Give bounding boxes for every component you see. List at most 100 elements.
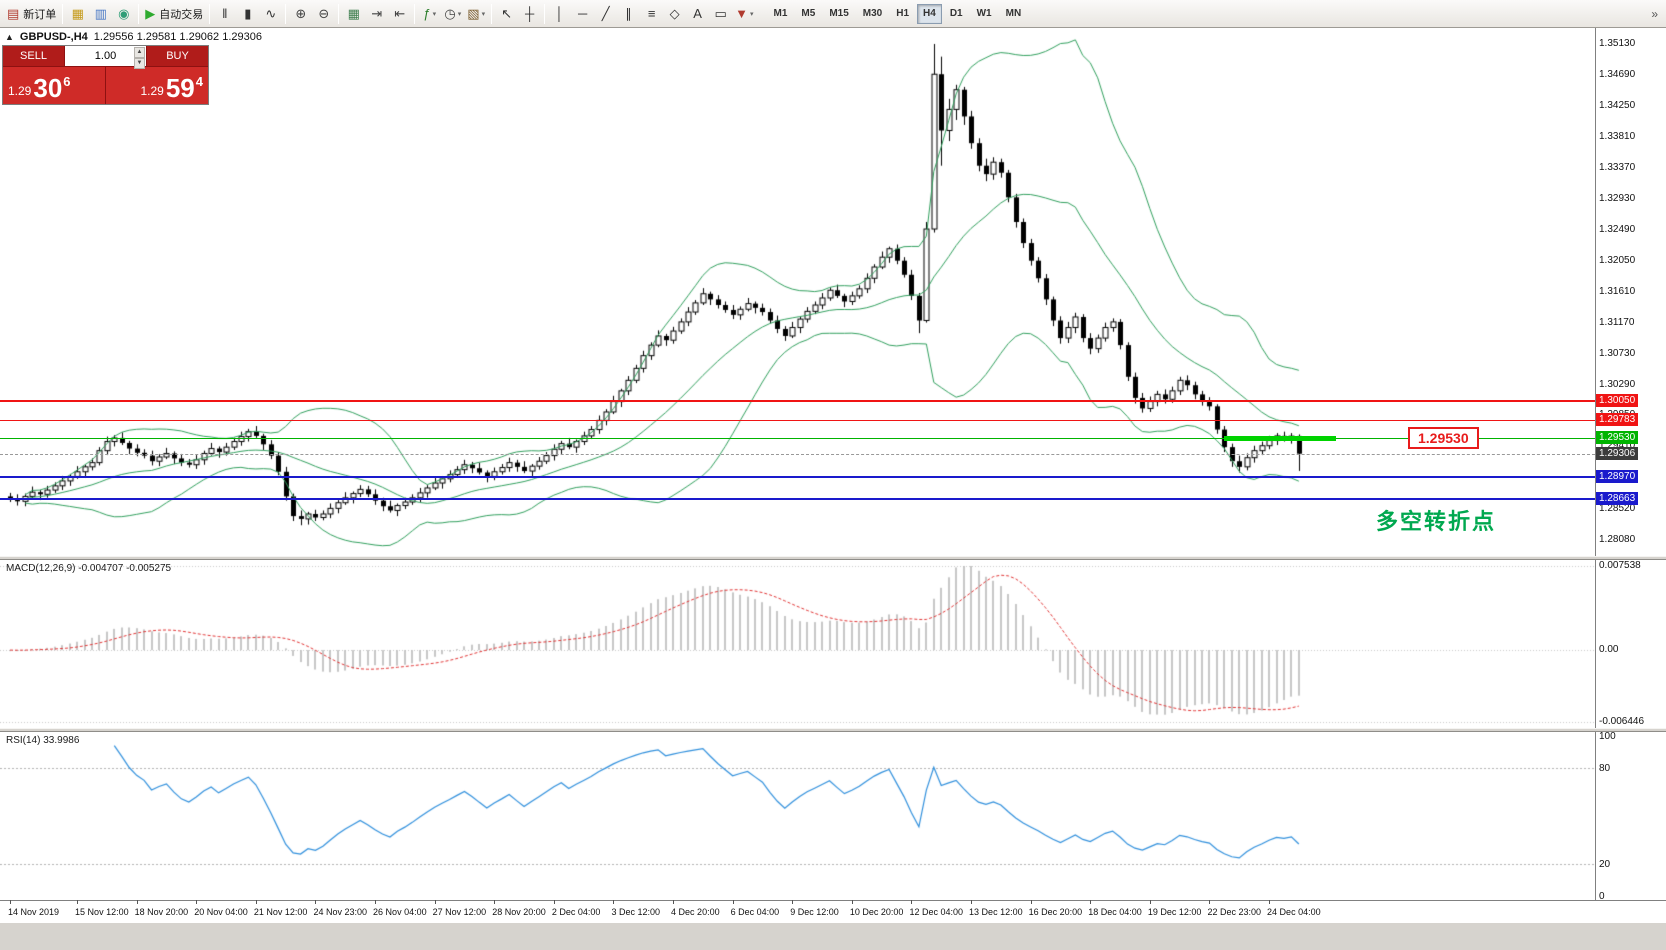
chart-ohlc-values: 1.29556 1.29581 1.29062 1.29306 xyxy=(93,31,262,43)
horizontal-line-object[interactable] xyxy=(0,400,1595,403)
indicators-icon[interactable]: ƒ ▾ xyxy=(418,3,441,25)
profiles-icon[interactable]: ▥ xyxy=(89,3,112,25)
shapes-icon: ◇ xyxy=(669,6,680,21)
macd-axis-label: -0.006446 xyxy=(1599,716,1645,727)
ask-big-digits: 59 xyxy=(165,73,195,103)
time-axis-label: 2 Dec 04:00 xyxy=(551,907,601,917)
fibonacci-icon[interactable]: ≡ xyxy=(640,3,663,25)
toolbar-separator xyxy=(62,3,64,24)
timeframe-button-M1[interactable]: M1 xyxy=(773,8,788,19)
timeframe-button-M15[interactable]: M15 xyxy=(829,8,849,19)
horizontal-line-object[interactable] xyxy=(0,476,1595,479)
price-axis[interactable] xyxy=(1595,28,1666,900)
timeframe-button-D1[interactable]: D1 xyxy=(949,8,963,19)
timeframe-button-M5[interactable]: M5 xyxy=(801,8,816,19)
templates-icon[interactable]: ▧ ▾ xyxy=(464,3,488,25)
buy-button[interactable]: BUY xyxy=(146,46,208,66)
rsi-axis-label: 0 xyxy=(1599,891,1605,902)
arrows-icon: ▼ xyxy=(735,6,748,21)
price-line-label: 1.29783 xyxy=(1596,413,1639,427)
autotrading-icon: ▶ xyxy=(145,6,156,21)
volume-input[interactable]: 1.00 ▲ ▼ xyxy=(65,46,146,69)
zoom-out-icon[interactable]: ⊖ xyxy=(312,3,335,25)
turning-point-annotation[interactable]: 多空转折点 xyxy=(1376,509,1497,534)
shapes-icon[interactable]: ◇ xyxy=(663,3,686,25)
chevron-down-icon: ▾ xyxy=(749,10,754,18)
new-order-button[interactable]: ▤ 新订单 xyxy=(4,3,59,25)
channel-icon[interactable]: ∥ xyxy=(617,3,640,25)
arrows-icon[interactable]: ▼ ▾ xyxy=(732,3,756,25)
chart-shift-icon[interactable]: ⇤ xyxy=(388,3,411,25)
text-icon[interactable]: A xyxy=(686,3,709,25)
time-axis-label: 19 Dec 12:00 xyxy=(1147,907,1202,917)
timeframe-button-MN[interactable]: MN xyxy=(1005,8,1022,19)
bid-prefix: 1.29 xyxy=(8,84,32,98)
time-axis-tick xyxy=(1269,900,1270,904)
autotrading-button[interactable]: ▶ 自动交易 xyxy=(142,3,206,25)
volume-up-button[interactable]: ▲ xyxy=(134,47,145,58)
zoom-in-icon[interactable]: ⊕ xyxy=(289,3,312,25)
bar-chart-icon: ‖ xyxy=(222,6,228,21)
horizontal-line-object[interactable] xyxy=(0,498,1595,500)
candlestick-chart-icon[interactable]: ▮ xyxy=(236,3,259,25)
new-chart-icon[interactable]: ▦ xyxy=(66,3,89,25)
time-axis-label: 20 Nov 04:00 xyxy=(194,907,248,917)
volume-down-button[interactable]: ▼ xyxy=(134,58,145,69)
vertical-line-icon[interactable]: │ xyxy=(548,3,571,25)
time-axis-tick xyxy=(137,900,138,904)
price-line-label: 1.28970 xyxy=(1596,470,1639,484)
time-axis-label: 13 Dec 12:00 xyxy=(969,907,1023,917)
community-icon: ◉ xyxy=(118,6,130,21)
auto-scroll-icon[interactable]: ⇥ xyxy=(365,3,388,25)
timeframe-button-M30[interactable]: M30 xyxy=(862,8,883,19)
zoom-out-icon: ⊖ xyxy=(318,6,330,21)
sell-button[interactable]: SELL xyxy=(3,46,65,66)
timeframe-button-H1[interactable]: H1 xyxy=(896,8,910,19)
new-order-icon: ▤ xyxy=(7,6,20,21)
tile-windows-icon[interactable]: ▦ xyxy=(342,3,365,25)
toolbar-separator xyxy=(209,3,211,24)
highlighted-level-segment[interactable] xyxy=(1224,436,1337,441)
pane-splitter[interactable] xyxy=(0,556,1666,560)
periods-icon[interactable]: ◷ ▾ xyxy=(441,3,464,25)
macd-axis-label: 0.007538 xyxy=(1599,560,1641,571)
buy-price-button[interactable]: 1.29 59 4 xyxy=(106,67,208,104)
one-click-panel-toggle-icon[interactable]: ▲ xyxy=(5,32,14,42)
horizontal-line-icon[interactable]: ─ xyxy=(571,3,594,25)
time-axis-tick xyxy=(852,900,853,904)
horizontal-line-object[interactable] xyxy=(0,438,1595,439)
volume-value: 1.00 xyxy=(94,50,117,62)
price-axis-label: 1.28520 xyxy=(1599,503,1636,515)
new-chart-icon: ▦ xyxy=(71,6,84,21)
trendline-icon[interactable]: ╱ xyxy=(594,3,617,25)
current-price-line xyxy=(0,453,1595,455)
price-callout-box[interactable]: 1.29530 xyxy=(1408,427,1479,449)
time-axis-tick xyxy=(10,900,11,904)
label-icon[interactable]: ▭ xyxy=(709,3,732,25)
timeframe-group: M1 M5 M15 M30 H1 H4 D1 W1 MN xyxy=(767,3,1029,24)
cursor-icon[interactable]: ↖ xyxy=(495,3,518,25)
pane-splitter[interactable] xyxy=(0,728,1666,732)
price-axis-label: 1.32490 xyxy=(1599,223,1636,235)
autotrading-button-label: 自动交易 xyxy=(159,8,204,21)
line-chart-icon: ∿ xyxy=(265,6,277,21)
chart-title: ▲ GBPUSD-,H4 1.29556 1.29581 1.29062 1.2… xyxy=(5,31,262,43)
timeframe-button-H4[interactable]: H4 xyxy=(917,3,942,24)
timeframe-button-W1[interactable]: W1 xyxy=(976,8,992,19)
price-axis-label: 1.33370 xyxy=(1599,161,1636,173)
vertical-line-icon: │ xyxy=(555,6,564,21)
sell-price-button[interactable]: 1.29 30 6 xyxy=(3,67,106,104)
community-icon[interactable]: ◉ xyxy=(112,3,135,25)
time-axis-tick xyxy=(1031,900,1032,904)
crosshair-icon[interactable]: ┼ xyxy=(518,3,541,25)
price-axis-label: 1.32930 xyxy=(1599,192,1636,204)
toolbar-overflow-icon[interactable]: » xyxy=(1651,6,1658,21)
time-axis[interactable]: 14 Nov 2019 15 Nov 12:00 18 Nov 20:00 20 No… xyxy=(0,900,1666,922)
time-axis-tick xyxy=(1090,900,1091,904)
time-axis-label: 9 Dec 12:00 xyxy=(790,907,839,917)
bar-chart-icon[interactable]: ‖ xyxy=(213,3,236,25)
horizontal-line-object[interactable] xyxy=(0,420,1595,422)
line-chart-icon[interactable]: ∿ xyxy=(259,3,282,25)
price-axis-label: 1.34250 xyxy=(1599,99,1636,111)
